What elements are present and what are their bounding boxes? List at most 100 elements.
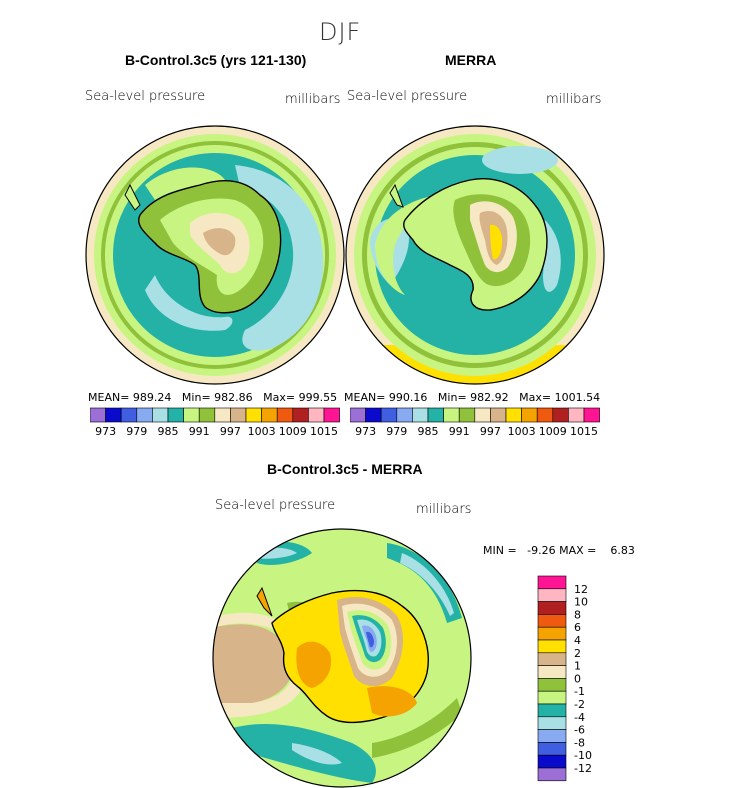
panel-2-colorbar-tick-label: 997 (480, 425, 501, 438)
panel-2-colorbar-swatch (443, 407, 460, 423)
panel-2-colorbar-swatch (505, 407, 522, 423)
panel-2-colorbar-swatch (365, 407, 382, 423)
panel-1-colorbar-tick-label: 979 (126, 425, 147, 438)
pacific-green-patch (145, 167, 225, 200)
panel-2-colorbar-swatch (583, 407, 600, 423)
plateau-yellow-max (490, 224, 503, 260)
panel-3-colorbar-swatch (537, 767, 567, 782)
panel-1-colorbar-swatch (292, 407, 309, 423)
panel-1-colorbar-tick-label: 1015 (310, 425, 338, 438)
panel-1-colorbar-tick-label: 985 (158, 425, 179, 438)
panel-1-min-value: 982.86 (214, 391, 253, 404)
panel-1-colorbar-swatch (245, 407, 262, 423)
panel-1-mean-value: 989.24 (132, 391, 172, 404)
panel-3-colorbar-tick-label: 8 (574, 608, 581, 621)
panel-3-colorbar-tick-label: 2 (574, 647, 581, 660)
panel-3-colorbar-tick-label: -8 (574, 736, 585, 749)
panel-1-colorbar-swatch (214, 407, 231, 423)
peninsula (256, 586, 273, 617)
panel-3-colorbar-tick-label: -2 (574, 698, 585, 711)
panel-3-colorbar-swatch (537, 575, 567, 590)
panel-3-globe-edge (212, 528, 472, 788)
panel-1-globe-edge (85, 125, 345, 385)
panel-1-colorbar-swatch (167, 407, 184, 423)
panel-3-colorbar-swatch (537, 716, 567, 730)
panel-3-colorbar-swatch (537, 703, 567, 718)
panel-2-max-label: Max= (519, 391, 552, 404)
panel-2-colorbar-swatch (458, 407, 476, 423)
panel-2-colorbar-tick-label: 979 (386, 425, 407, 438)
panel-3-map (212, 528, 472, 788)
panel-2-colorbar-tick-label: 1015 (570, 425, 598, 438)
panel-2-title: MERRA (445, 52, 497, 68)
panel-2-max-value: 1001.54 (554, 391, 601, 404)
panel-1-colorbar-swatch (120, 407, 138, 423)
low-pressure-patch-north (482, 146, 558, 174)
panel-2-colorbar-swatch (412, 407, 429, 423)
panel-2-colorbar-tick-label: 991 (449, 425, 470, 438)
panel-1-max-value: 999.55 (298, 391, 338, 404)
panel-2-mean-label: MEAN= (344, 391, 386, 404)
peninsula (389, 183, 404, 208)
panel-2-colorbar-swatch (380, 407, 398, 423)
panel-1-colorbar-swatch (230, 407, 247, 423)
panel-2-colorbar-tick-label: 973 (355, 425, 376, 438)
panel-2-colorbar-swatch (350, 407, 366, 423)
panel-1-colorbar-tick-label: 1003 (248, 425, 276, 438)
west-cream-strip (213, 612, 292, 633)
south-cyan-patch (292, 743, 342, 765)
panel-3-colorbar-tick-label: 1 (574, 660, 581, 673)
panel-3-title: B-Control.3c5 - MERRA (267, 461, 423, 477)
low-pressure-arc (145, 275, 233, 331)
panel-1-title: B-Control.3c5 (yrs 121-130) (125, 52, 307, 68)
panel-3-colorbar-swatch (537, 639, 567, 654)
panel-2-min-value: 982.92 (470, 391, 509, 404)
panel-1-map (85, 125, 345, 385)
panel-2-colorbar-swatch (427, 407, 444, 423)
panel-1-colorbar: 973 979 985 991 997 1003 1009 1015 (90, 407, 340, 438)
panel-2-colorbar-swatch (536, 407, 554, 423)
panel-2-colorbar-swatch (552, 407, 569, 423)
panel-2-colorbar-swatch (396, 407, 413, 423)
panel-1-colorbar-tick-label: 973 (95, 425, 116, 438)
panel-2-map (345, 125, 605, 385)
panel-1-colorbar-swatch (105, 407, 122, 423)
panel-2-colorbar-tick-label: 1003 (508, 425, 536, 438)
panel-3-colorbar-tick-label: -10 (574, 749, 592, 762)
low-pressure-ring (235, 165, 324, 351)
orange-anomaly-south (367, 686, 417, 717)
panel-1-colorbar-swatch (323, 407, 340, 423)
panel-3-colorbar-tick-label: 10 (574, 596, 588, 609)
panel-3-colorbar-swatch (537, 742, 567, 756)
panel-3-colorbar-swatch (537, 626, 567, 641)
panel-1-colorbar-swatch (152, 407, 169, 423)
panel-1-min-label: Min= (181, 391, 211, 404)
panel-3-colorbar-tick-label: -12 (574, 762, 592, 775)
panel-1-colorbar-swatch (198, 407, 216, 423)
panel-1-colorbar-swatch (261, 407, 278, 423)
panel-2-colorbar-swatch (490, 407, 507, 423)
panel-1-colorbar-swatch (276, 407, 294, 423)
panel-3-colorbar-tick-label: 6 (574, 621, 581, 634)
panel-1-colorbar-tick-label: 997 (220, 425, 241, 438)
panel-2-colorbar-swatch (474, 407, 491, 423)
panel-1-colorbar-swatch (183, 407, 200, 423)
panel-3-colorbar-tick-label: 0 (574, 672, 581, 685)
panel-3-colorbar-swatch (537, 690, 567, 705)
inner-green-ring (375, 195, 445, 295)
panel-1-colorbar-swatch (90, 407, 106, 423)
panel-3-minmax: MIN = -9.26 MAX = 6.83 (483, 544, 635, 557)
panel-1-colorbar-swatch (136, 407, 153, 423)
panel-3-colorbar-tick-label: -1 (574, 685, 585, 698)
panel-3-colorbar-swatch (537, 601, 567, 615)
panel-2-colorbar: 973 979 985 991 997 1003 1009 1015 (350, 407, 600, 438)
blue-core-min (366, 631, 374, 648)
panel-3-colorbar-swatch (537, 588, 567, 602)
panel-1-colorbar-swatch (308, 407, 325, 423)
panel-3-units: millibars (416, 502, 472, 517)
west-tan-area (213, 624, 293, 703)
panel-2-stats: MEAN= 990.16 Min= 982.92 Max= 1001.54 (344, 391, 600, 404)
east-cyan-band (400, 553, 454, 616)
panel-1-stats: MEAN= 989.24 Min= 982.86 Max= 999.55 (88, 391, 337, 404)
